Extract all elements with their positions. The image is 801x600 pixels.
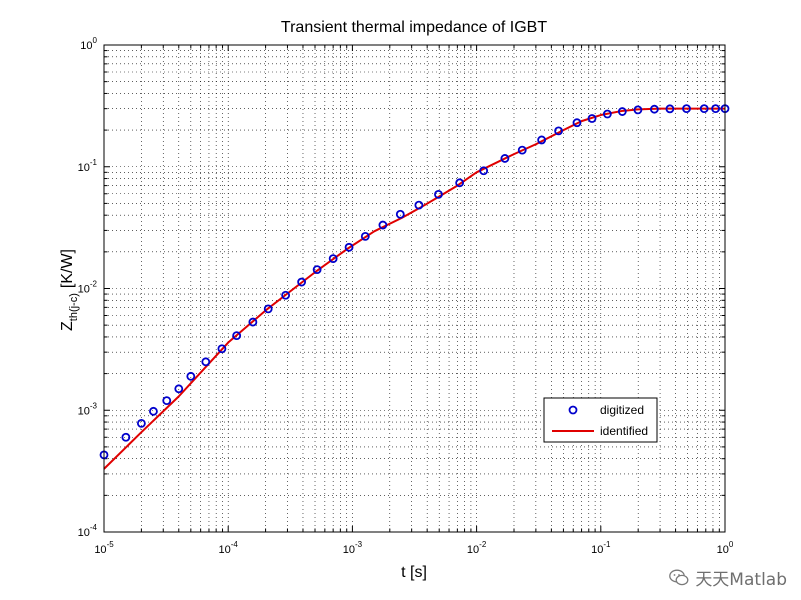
y-tick-label: 10-4 (78, 523, 98, 539)
y-tick-label: 10-1 (78, 158, 98, 174)
x-tick-label: 10-1 (591, 540, 611, 556)
y-tick-exponent: -4 (90, 523, 98, 532)
y-tick-base: 10 (78, 405, 90, 417)
digitized-point (500, 154, 510, 163)
y-tick-base: 10 (78, 162, 90, 174)
x-tick-label: 10-3 (343, 540, 363, 556)
digitized-point (587, 114, 597, 123)
x-tick-label: 10-4 (219, 540, 239, 556)
x-tick-label: 100 (717, 540, 734, 556)
y-axis-label-main: Z (59, 321, 76, 331)
digitized-point (344, 242, 354, 252)
plot-frame (103, 44, 726, 533)
digitized-point (649, 104, 659, 114)
digitized-point (248, 317, 258, 327)
digitized-point (201, 357, 211, 367)
digitized-point (479, 166, 489, 176)
x-tick-base: 10 (717, 544, 729, 556)
digitized-point (572, 118, 582, 128)
digitized-point (665, 104, 675, 114)
y-tick-base: 10 (78, 284, 90, 296)
digitized-point (617, 107, 627, 116)
digitized-point (434, 189, 443, 199)
x-tick-exponent: -2 (479, 540, 487, 549)
digitized-point (414, 200, 424, 210)
digitized-point (711, 104, 720, 114)
legend-box (543, 397, 658, 443)
x-tick-labels: 10-5 10-4 10-3 10-2 10-1 100 (94, 540, 734, 556)
digitized-point (328, 254, 338, 264)
watermark-text: 天天Matlab (695, 570, 787, 590)
x-tick-label: 10-2 (467, 540, 487, 556)
digitized-point (554, 126, 563, 136)
digitized-point (537, 135, 547, 145)
y-tick-label: 100 (80, 36, 97, 52)
digitized-point (682, 104, 691, 114)
y-tick-exponent: -3 (90, 401, 98, 410)
digitized-point (517, 145, 527, 155)
digitized-point (699, 104, 709, 114)
legend: digitized identified (543, 397, 658, 443)
digitized-point (395, 209, 405, 219)
digitized-point (281, 290, 291, 300)
y-axis-label-subscript: th(j-c) (68, 293, 80, 321)
y-tick-label: 10-2 (78, 280, 98, 296)
y-tick-exponent: -2 (90, 280, 98, 289)
legend-label-identified: identified (600, 424, 648, 438)
y-tick-base: 10 (78, 527, 90, 539)
x-tick-exponent: -1 (603, 540, 611, 549)
axis-ticks (103, 44, 726, 533)
digitized-point (174, 384, 184, 394)
digitized-point (312, 265, 322, 274)
x-tick-base: 10 (343, 544, 355, 556)
x-tick-exponent: 0 (729, 540, 734, 549)
chart-title: Transient thermal impedance of IGBT (281, 19, 547, 36)
digitized-point (149, 406, 158, 416)
digitized-point (232, 331, 242, 341)
digitized-point (263, 304, 273, 314)
digitized-point (455, 178, 465, 188)
legend-label-digitized: digitized (600, 403, 644, 417)
digitized-point (162, 396, 172, 406)
x-axis-label: t [s] (401, 564, 427, 581)
digitized-point (360, 231, 370, 241)
y-axis-label-unit: [K/W] (59, 249, 76, 288)
digitized-point (297, 277, 307, 287)
digitized-point (217, 344, 227, 354)
y-tick-base: 10 (80, 40, 92, 52)
digitized-point (121, 432, 131, 442)
x-tick-exponent: -4 (231, 540, 239, 549)
digitized-point (186, 371, 196, 381)
x-tick-exponent: -3 (355, 540, 363, 549)
x-tick-base: 10 (219, 544, 231, 556)
wechat-icon (669, 569, 689, 585)
watermark: 天天Matlab (669, 565, 787, 590)
y-tick-label: 10-3 (78, 401, 98, 417)
plot-area (104, 45, 725, 532)
x-tick-label: 10-5 (94, 540, 114, 556)
digitized-point (602, 109, 612, 119)
digitized-point (633, 105, 643, 115)
y-tick-exponent: -1 (90, 158, 98, 167)
x-tick-base: 10 (94, 544, 106, 556)
x-tick-base: 10 (591, 544, 603, 556)
y-axis-label: Zth(j-c) [K/W] (59, 249, 80, 331)
digitized-point (378, 220, 388, 230)
legend-marker-digitized (568, 405, 578, 415)
x-tick-exponent: -5 (107, 540, 115, 549)
x-tick-base: 10 (467, 544, 479, 556)
digitized-point (136, 418, 146, 428)
y-tick-exponent: 0 (93, 36, 98, 45)
